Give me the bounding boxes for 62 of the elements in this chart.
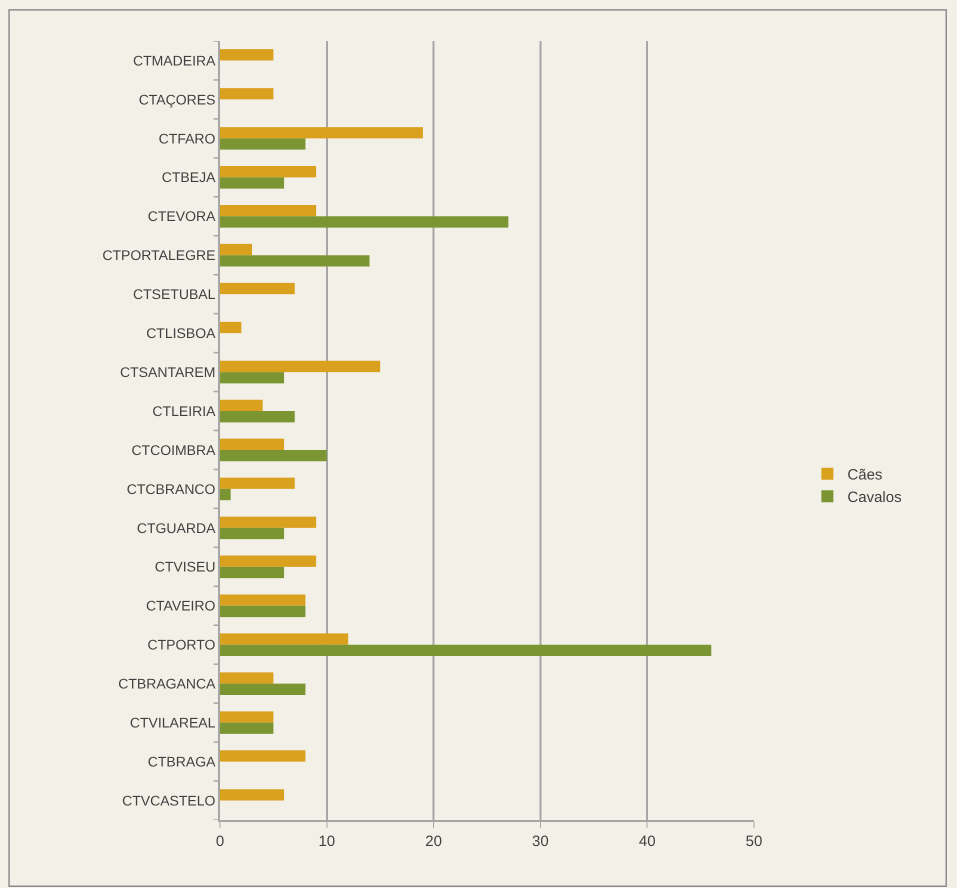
bar — [220, 566, 284, 578]
y-tick-label: CTFARO — [158, 130, 216, 146]
bar — [220, 166, 316, 178]
y-tick-label: CTEVORA — [148, 208, 216, 224]
bar — [220, 516, 316, 528]
y-tick-label: CTBEJA — [162, 169, 216, 186]
y-tick-label: CTBRAGA — [148, 753, 216, 770]
bar — [220, 789, 284, 801]
y-tick-label: CTVILAREAL — [130, 714, 216, 731]
bar — [220, 438, 284, 450]
bar — [220, 204, 316, 216]
x-tick-label: 20 — [425, 832, 442, 850]
bar — [220, 606, 306, 618]
bar — [220, 488, 231, 500]
bar — [220, 684, 306, 695]
bar — [220, 556, 316, 567]
y-tick-label: CTLISBOA — [146, 325, 216, 342]
bar — [220, 450, 327, 462]
bar — [220, 633, 348, 645]
y-tick-label: CTPORTO — [148, 636, 216, 653]
bar — [220, 88, 274, 100]
y-tick-label: CTSANTAREM — [120, 364, 216, 380]
y-tick-label: CTSETUBAL — [132, 286, 216, 302]
bar — [220, 400, 263, 412]
bar — [220, 49, 274, 60]
bar — [220, 711, 274, 723]
bar — [220, 528, 284, 540]
bar — [220, 722, 274, 734]
bar — [220, 360, 380, 372]
bar — [220, 644, 712, 656]
y-tick-label: CTCBRANCO — [126, 480, 216, 497]
bar — [220, 244, 252, 256]
bar — [220, 282, 295, 294]
bar — [220, 216, 508, 228]
bar — [220, 138, 306, 150]
legend-label: Cães — [847, 466, 882, 484]
bar — [220, 177, 284, 189]
y-tick-label: CTVCASTELO — [122, 792, 216, 808]
x-tick-label: 10 — [318, 832, 336, 850]
y-tick-label: CTMADEIRA — [132, 52, 216, 68]
legend-label: Cavalos — [847, 489, 902, 506]
bar — [220, 478, 295, 489]
y-tick-label: CTPORTALEGRE — [102, 247, 216, 264]
bar — [220, 255, 370, 267]
bar — [220, 672, 274, 684]
x-tick-label: 50 — [746, 832, 762, 850]
y-tick-label: CTAÇORES — [138, 91, 216, 108]
y-tick-label: CTBRAGANCA — [118, 676, 216, 692]
y-tick-label: CTLEIRIA — [152, 402, 216, 419]
bar — [220, 411, 295, 422]
y-tick-label: CTVISEU — [154, 558, 216, 575]
bar — [220, 322, 242, 334]
x-tick-label: 40 — [638, 832, 656, 850]
x-tick-label: 0 — [216, 832, 224, 850]
bar — [220, 127, 423, 138]
y-tick-label: CTAVEIRO — [146, 598, 216, 614]
bar — [220, 372, 284, 384]
bar — [220, 750, 306, 762]
y-tick-label: CTCOIMBRA — [131, 442, 216, 458]
y-tick-label: CTGUARDA — [136, 520, 216, 536]
x-tick-label: 30 — [532, 832, 549, 850]
bar — [220, 594, 306, 606]
